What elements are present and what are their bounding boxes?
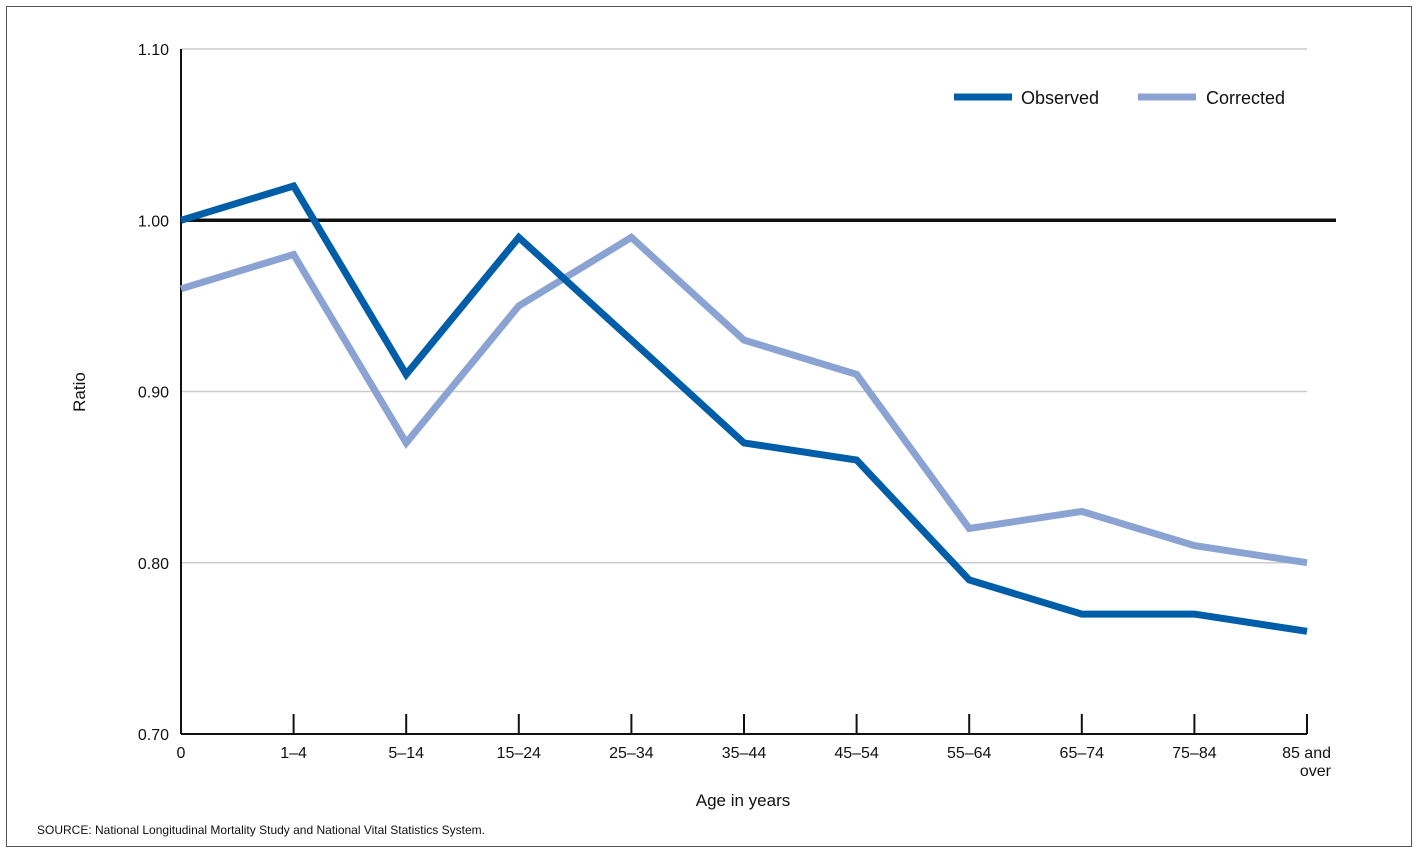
series-line-observed xyxy=(179,181,1308,635)
x-tick-label: 25–34 xyxy=(609,745,654,762)
axes: 0.70 0.80 0.90 1.00 1.10 0 1–4 5–14 15–24 25–34 35… xyxy=(138,42,1332,780)
x-tick-label: 65–74 xyxy=(1060,745,1105,762)
y-tick-label: 1.10 xyxy=(138,42,169,59)
x-tick-label: 85 and xyxy=(1282,745,1331,762)
x-axis-title: Age in years xyxy=(696,791,791,810)
y-tick-label: 1.00 xyxy=(138,213,169,230)
legend-label-corrected: Corrected xyxy=(1206,88,1285,108)
y-tick-label: 0.70 xyxy=(138,727,169,744)
y-tick-label: 0.80 xyxy=(138,556,169,573)
chart-frame xyxy=(6,6,1412,847)
x-tick-label: 15–24 xyxy=(497,745,542,762)
y-tick-label: 0.90 xyxy=(138,385,169,402)
gridlines xyxy=(181,48,1336,564)
x-tick-label: 35–44 xyxy=(722,745,767,762)
x-tick-label: 75–84 xyxy=(1172,745,1217,762)
x-tick-label: 45–54 xyxy=(834,745,879,762)
x-tick-label: 1–4 xyxy=(280,745,307,762)
x-tick-label: 5–14 xyxy=(388,745,424,762)
x-tick-label: 55–64 xyxy=(947,745,992,762)
legend-label-observed: Observed xyxy=(1021,88,1099,108)
legend: Observed Corrected xyxy=(954,88,1285,108)
x-tick-label: over xyxy=(1300,763,1332,780)
series-lines xyxy=(179,181,1308,635)
y-axis-title: Ratio xyxy=(70,372,89,412)
x-tick-label: 0 xyxy=(177,745,186,762)
source-note: SOURCE: National Longitudinal Mortality … xyxy=(37,823,485,837)
